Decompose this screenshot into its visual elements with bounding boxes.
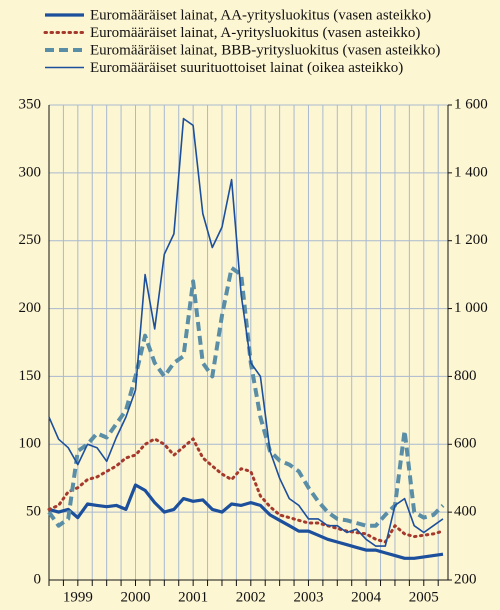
y2-tick-label: 1 200 xyxy=(454,232,488,248)
y2-tick-label: 200 xyxy=(454,571,477,587)
y-tick-label: 50 xyxy=(26,504,41,520)
x-tick-label: 2000 xyxy=(120,589,150,605)
legend-label: Euromääräiset lainat, AA-yritysluokitus … xyxy=(90,7,431,23)
x-tick-label: 2005 xyxy=(409,589,439,605)
x-tick-label: 1999 xyxy=(63,589,93,605)
x-tick-label: 2003 xyxy=(293,589,323,605)
y2-tick-label: 400 xyxy=(454,504,477,520)
y-tick-label: 150 xyxy=(19,368,42,384)
y2-tick-label: 1 600 xyxy=(454,96,488,112)
y-tick-label: 300 xyxy=(19,164,42,180)
legend-label: Euromääräiset lainat, A-yritysluokitus (… xyxy=(90,25,420,41)
y-tick-label: 0 xyxy=(34,571,42,587)
x-tick-label: 2004 xyxy=(351,589,382,605)
y-tick-label: 250 xyxy=(19,232,42,248)
y2-tick-label: 1 400 xyxy=(454,164,488,180)
series-line xyxy=(47,265,445,528)
y-tick-label: 100 xyxy=(19,436,42,452)
y2-tick-label: 1 000 xyxy=(454,300,488,316)
x-tick-label: 2001 xyxy=(178,589,208,605)
legend-label: Euromääräiset suurituottoiset lainat (oi… xyxy=(90,60,403,76)
series-line xyxy=(48,483,444,560)
series-line xyxy=(47,437,445,544)
legend-label: Euromääräiset lainat, BBB-yritysluokitus… xyxy=(90,42,440,58)
y2-tick-label: 600 xyxy=(454,436,477,452)
x-tick-label: 2002 xyxy=(236,589,266,605)
series-line xyxy=(48,117,444,547)
y2-tick-label: 800 xyxy=(454,368,477,384)
y-tick-label: 200 xyxy=(19,300,42,316)
y-tick-label: 350 xyxy=(19,96,42,112)
